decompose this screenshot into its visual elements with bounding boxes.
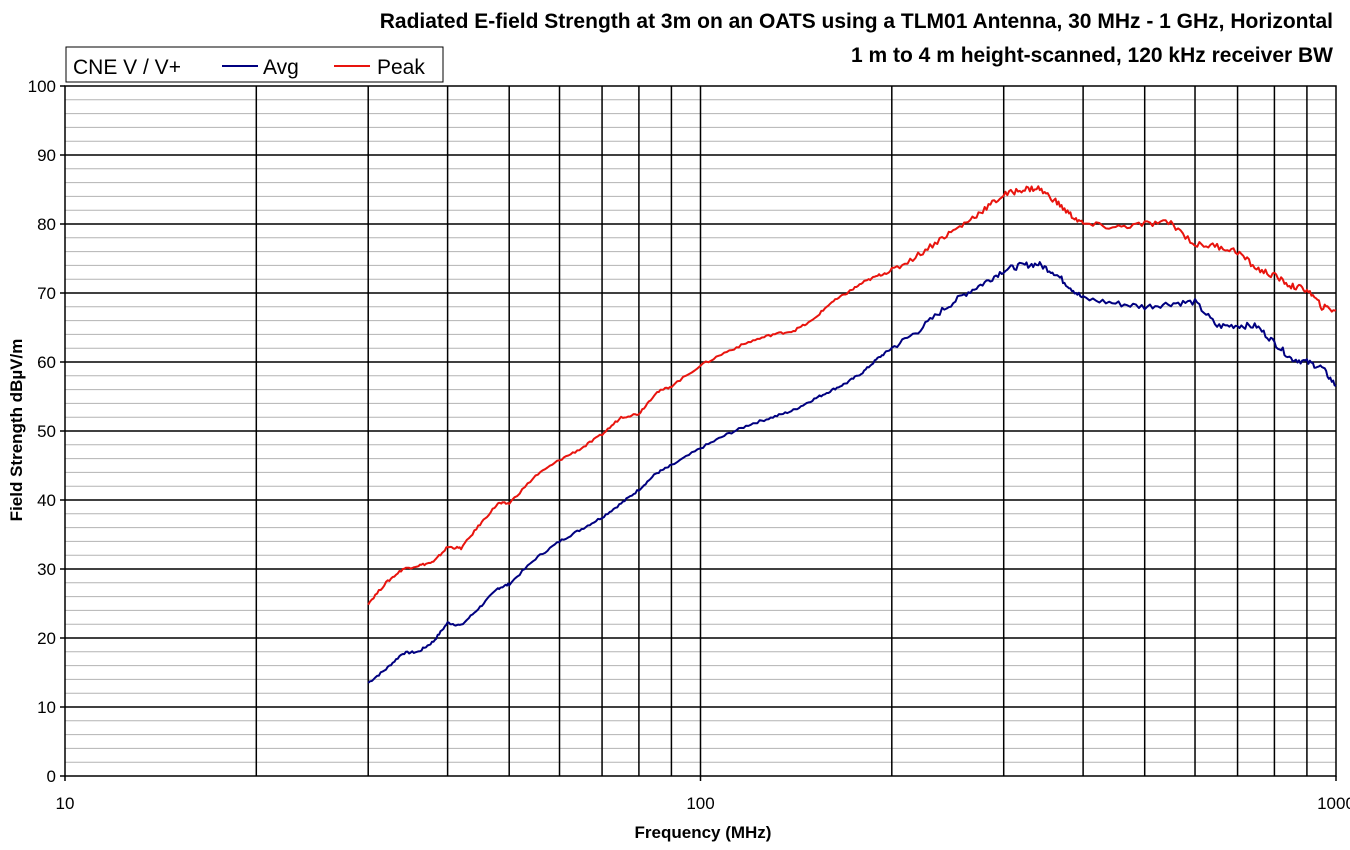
legend: CNE V / V+ Avg Peak <box>65 46 444 83</box>
series-layer <box>367 185 1337 684</box>
y-tick-label: 60 <box>37 353 56 372</box>
y-axis-label: Field Strength dBµV/m <box>7 339 26 522</box>
chart-title-line-2: 1 m to 4 m height-scanned, 120 kHz recei… <box>851 44 1333 67</box>
x-tick-labels: 10 100 1000 <box>56 776 1350 813</box>
y-tick-label: 80 <box>37 215 56 234</box>
y-tick-label: 30 <box>37 560 56 579</box>
series-line-avg <box>367 261 1337 684</box>
y-tick-label: 90 <box>37 146 56 165</box>
chart-title-line-1: Radiated E-field Strength at 3m on an OA… <box>380 10 1333 33</box>
legend-label-avg: Avg <box>263 56 299 79</box>
y-tick-label: 20 <box>37 629 56 648</box>
y-tick-label: 100 <box>28 77 56 96</box>
x-axis-label: Frequency (MHz) <box>635 823 772 842</box>
x-tick-label: 10 <box>56 794 75 813</box>
y-tick-label: 10 <box>37 698 56 717</box>
y-tick-label: 70 <box>37 284 56 303</box>
x-tick-label: 100 <box>686 794 714 813</box>
legend-label-peak: Peak <box>377 56 425 79</box>
y-tick-label: 40 <box>37 491 56 510</box>
y-tick-label: 50 <box>37 422 56 441</box>
legend-box <box>65 46 444 83</box>
x-tick-label: 1000 <box>1317 794 1350 813</box>
series-line-peak <box>367 185 1337 606</box>
y-tick-label: 0 <box>47 767 56 786</box>
legend-title: CNE V / V+ <box>73 56 181 79</box>
y-tick-labels: 0 10 20 30 40 50 60 70 80 90 100 <box>28 77 65 786</box>
major-grid <box>65 86 1336 776</box>
